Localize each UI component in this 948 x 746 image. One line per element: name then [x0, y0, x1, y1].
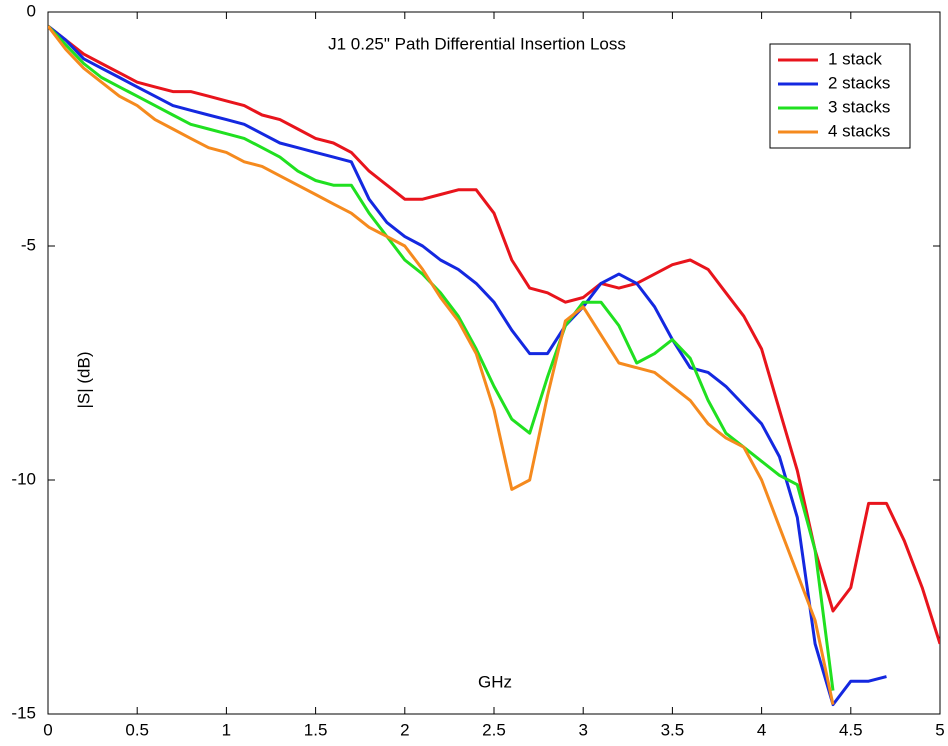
plot-lines: [48, 24, 940, 707]
legend-label: 3 stacks: [828, 97, 890, 116]
series-line: [48, 25, 835, 705]
x-tick-label: 0.5: [125, 720, 149, 739]
legend-label: 4 stacks: [828, 121, 890, 140]
x-tick-label: 1.5: [304, 720, 328, 739]
x-tick-label: 5: [935, 720, 944, 739]
y-tick-label: -5: [21, 235, 36, 254]
x-tick-label: 3.5: [661, 720, 685, 739]
x-tick-label: 1: [222, 720, 231, 739]
x-tick-label: 2.5: [482, 720, 506, 739]
x-tick-label: 2: [400, 720, 409, 739]
x-tick-label: 4: [757, 720, 766, 739]
y-axis-label: |S| (dB): [74, 351, 93, 408]
x-tick-label: 4.5: [839, 720, 863, 739]
series-line: [48, 24, 835, 691]
y-tick-label: 0: [27, 1, 36, 20]
y-tick-label: -10: [11, 469, 36, 488]
chart-title: J1 0.25" Path Differential Insertion Los…: [328, 34, 626, 53]
legend-label: 2 stacks: [828, 73, 890, 92]
y-tick-label: -15: [11, 703, 36, 722]
series-line: [48, 24, 887, 707]
legend-label: 1 stack: [828, 49, 882, 68]
series-line: [48, 24, 940, 645]
x-tick-label: 0: [43, 720, 52, 739]
x-axis-label: GHz: [478, 672, 512, 691]
x-tick-label: 3: [578, 720, 587, 739]
